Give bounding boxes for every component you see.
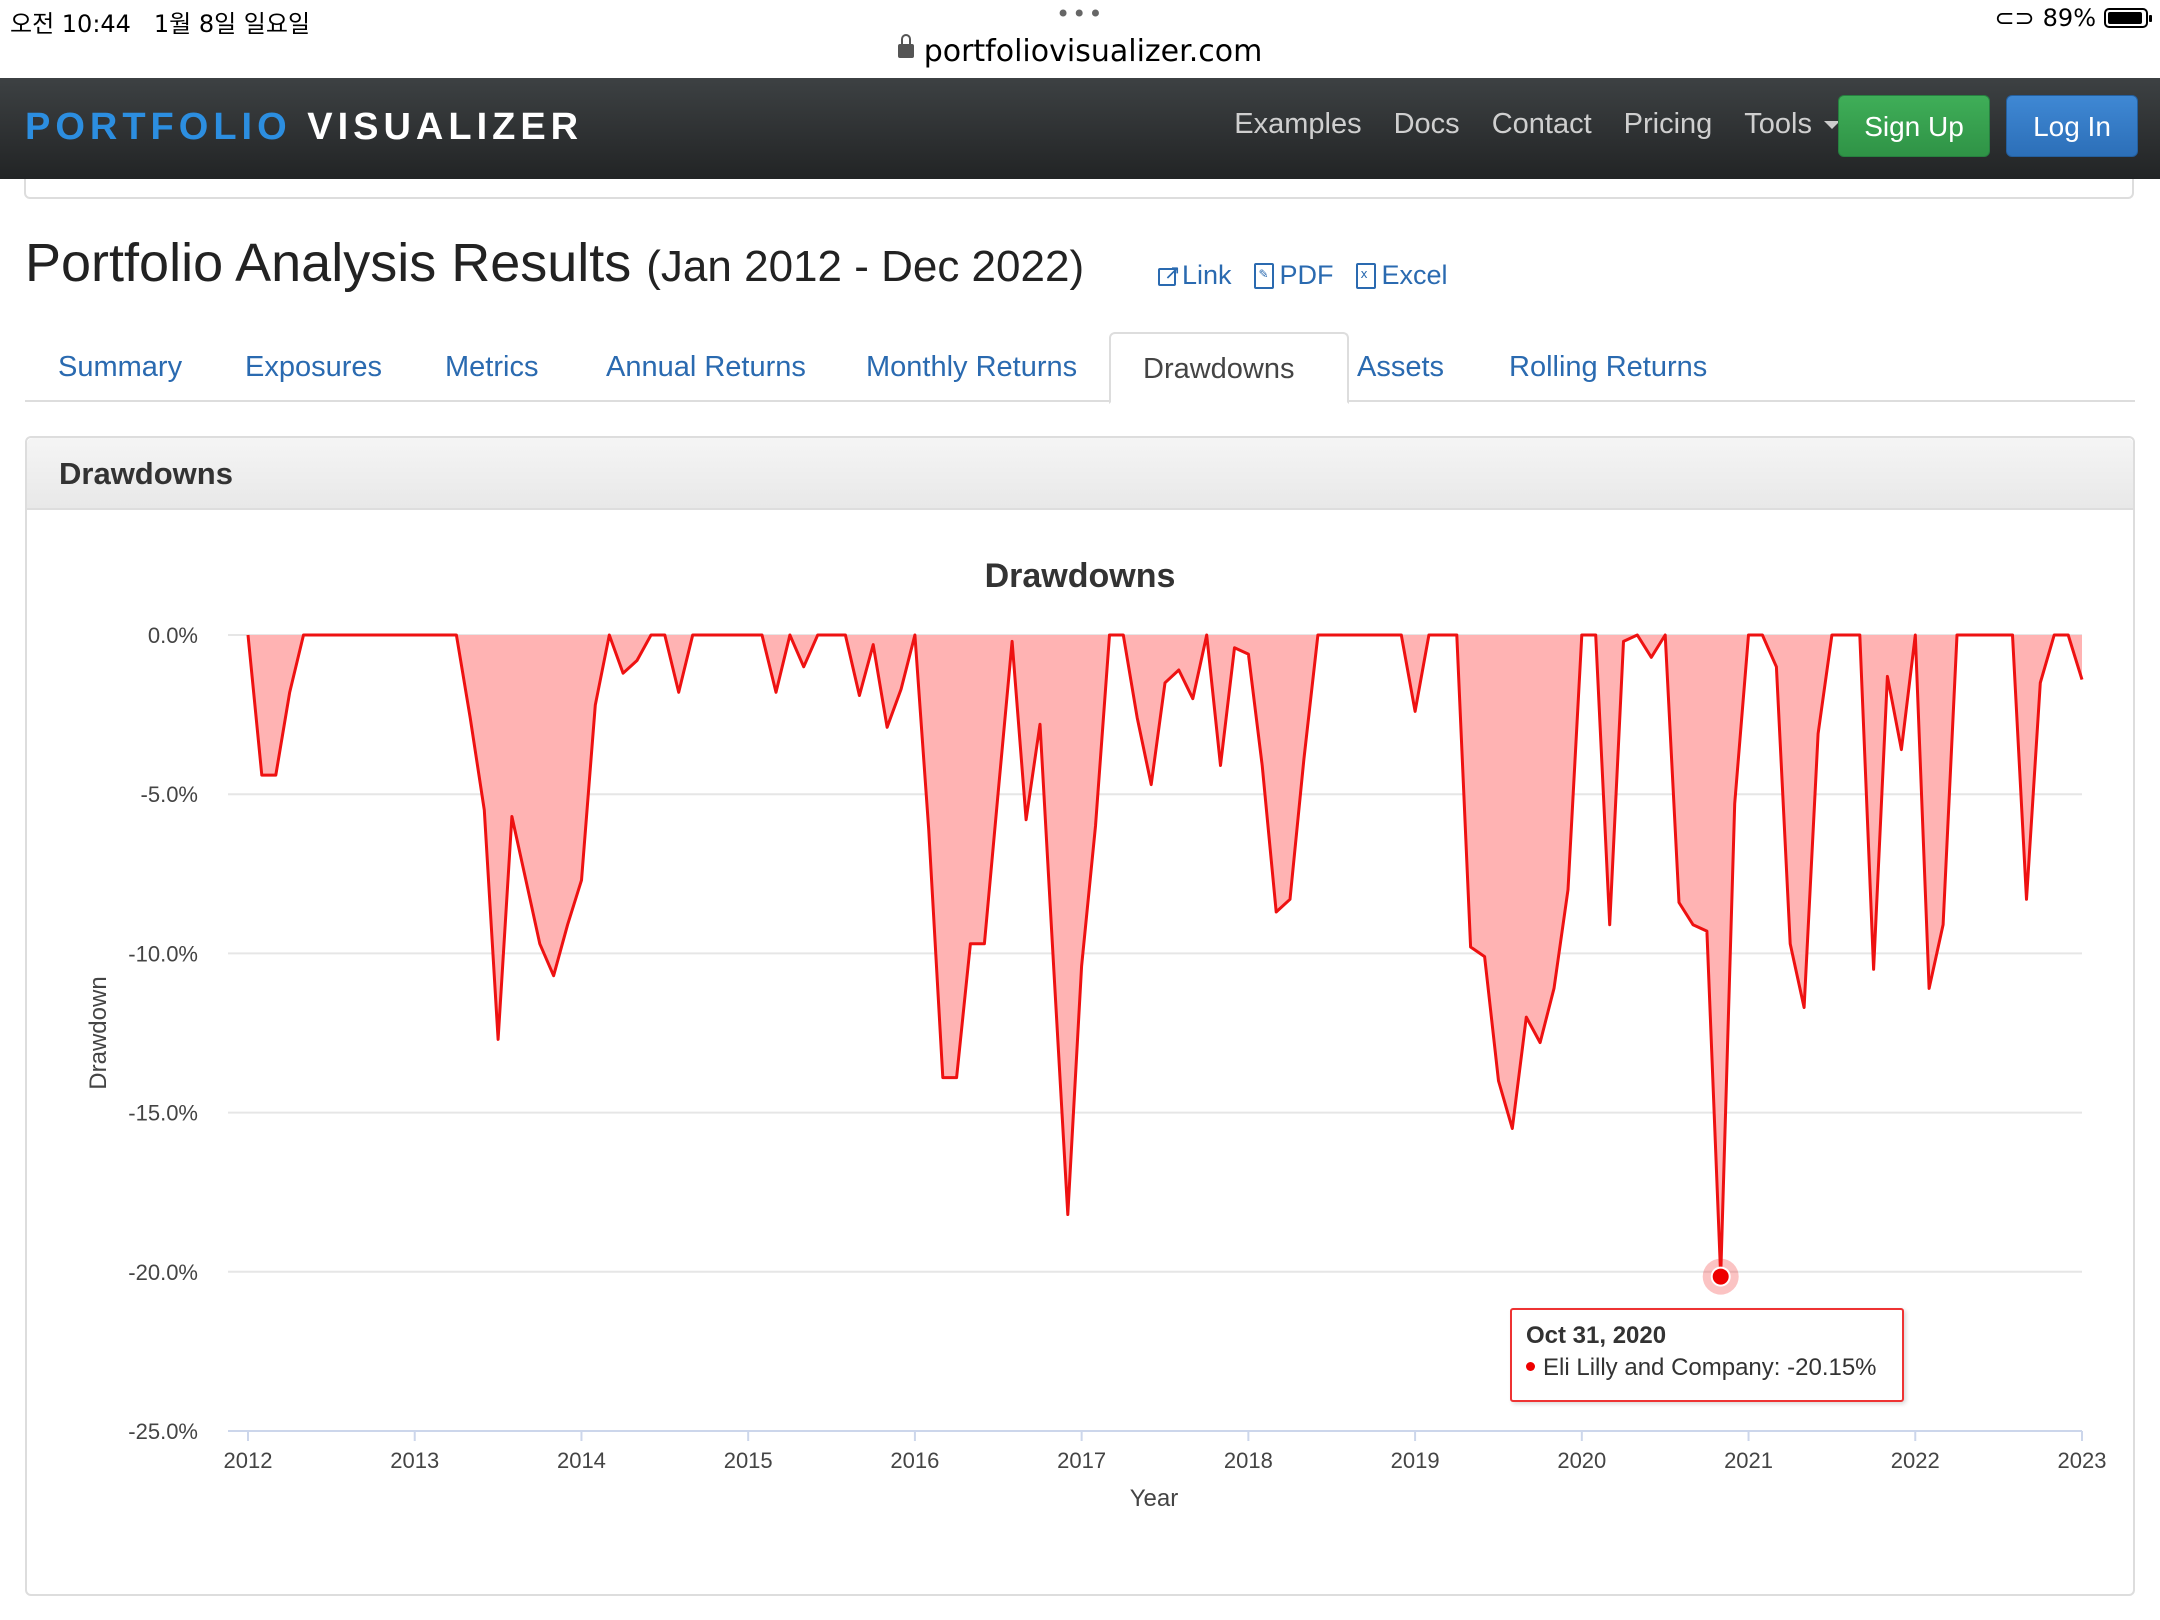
drawdown-line bbox=[246, 633, 2084, 1279]
pdf-link[interactable]: PDF bbox=[1253, 260, 1334, 291]
nav-examples[interactable]: Examples bbox=[1234, 108, 1362, 140]
panel-title: Drawdowns bbox=[59, 456, 233, 491]
tab-exposures[interactable]: Exposures bbox=[245, 351, 383, 383]
url-bar[interactable]: portfoliovisualizer.com bbox=[0, 33, 2160, 69]
x-tick-label: 2022 bbox=[1891, 1448, 1940, 1473]
x-axis-label: Year bbox=[1130, 1485, 1179, 1512]
collapsed-panel-edge bbox=[24, 179, 2134, 199]
y-axis-label: Drawdown bbox=[85, 976, 112, 1089]
y-tick-label: -25.0% bbox=[128, 1419, 198, 1444]
results-tabs: Summary Exposures Metrics Annual Returns… bbox=[25, 332, 2135, 404]
tab-rolling-returns[interactable]: Rolling Returns bbox=[1509, 351, 1708, 383]
multitasking-dots-icon[interactable]: ••• bbox=[1056, 0, 1105, 28]
chart-title: Drawdowns bbox=[985, 557, 1176, 595]
link-link[interactable]: Link bbox=[1158, 260, 1232, 291]
tab-monthly-returns[interactable]: Monthly Returns bbox=[866, 351, 1078, 383]
tab-metrics[interactable]: Metrics bbox=[445, 351, 539, 383]
x-tick-label: 2013 bbox=[390, 1448, 439, 1473]
link-status-icon: ⊂⊃ bbox=[1994, 4, 2035, 32]
x-tick-label: 2016 bbox=[890, 1448, 939, 1473]
series-dot-icon bbox=[1526, 1362, 1535, 1372]
tab-summary[interactable]: Summary bbox=[58, 351, 183, 383]
status-right: ⊂⊃ 89% bbox=[1994, 4, 2152, 32]
drawdown-area bbox=[248, 635, 2082, 1277]
x-tick-label: 2021 bbox=[1724, 1448, 1773, 1473]
nav-pricing[interactable]: Pricing bbox=[1623, 108, 1713, 140]
x-tick-label: 2019 bbox=[1391, 1448, 1440, 1473]
tooltip-date: Oct 31, 2020 bbox=[1526, 1322, 1667, 1349]
x-tick-label: 2023 bbox=[2058, 1448, 2107, 1473]
excel-file-icon bbox=[1355, 262, 1376, 289]
tab-drawdowns[interactable]: Drawdowns bbox=[1109, 332, 1349, 404]
log-in-button[interactable]: Log In bbox=[2006, 95, 2138, 157]
x-tick-label: 2017 bbox=[1057, 1448, 1106, 1473]
lock-icon bbox=[897, 33, 914, 58]
tooltip-series: Eli Lilly and Company: -20.15% bbox=[1526, 1354, 1888, 1382]
status-time: 오전 10:44 1월 8일 일요일 bbox=[10, 10, 311, 38]
chevron-down-icon bbox=[1824, 121, 1840, 130]
x-tick-label: 2015 bbox=[724, 1448, 773, 1473]
y-tick-label: -15.0% bbox=[128, 1101, 198, 1126]
pdf-file-icon bbox=[1253, 262, 1274, 289]
date-range: (Jan 2012 - Dec 2022) bbox=[646, 242, 1085, 291]
battery-percent: 89% bbox=[2042, 4, 2096, 32]
x-tick-label: 2020 bbox=[1557, 1448, 1606, 1473]
external-link-icon bbox=[1158, 260, 1181, 286]
nav-links: Examples Docs Contact Pricing Tools bbox=[1234, 108, 1840, 141]
nav-docs[interactable]: Docs bbox=[1393, 108, 1460, 140]
battery-icon bbox=[2104, 8, 2152, 28]
y-tick-label: -20.0% bbox=[128, 1260, 198, 1285]
url-text[interactable]: portfoliovisualizer.com bbox=[923, 34, 1263, 69]
chart-tooltip: Oct 31, 2020 Eli Lilly and Company: -20.… bbox=[1510, 1308, 1904, 1402]
sign-up-button[interactable]: Sign Up bbox=[1838, 95, 1990, 157]
status-bar: 오전 10:44 1월 8일 일요일 ••• ⊂⊃ 89% portfoliov… bbox=[0, 0, 2160, 78]
highlight-point bbox=[1710, 1266, 1731, 1287]
tab-annual-returns[interactable]: Annual Returns bbox=[606, 351, 806, 383]
export-links: Link PDF Excel bbox=[1158, 260, 1448, 291]
x-tick-label: 2014 bbox=[557, 1448, 606, 1473]
x-tick-label: 2012 bbox=[224, 1448, 273, 1473]
excel-link[interactable]: Excel bbox=[1355, 260, 1448, 291]
y-tick-label: 0.0% bbox=[148, 623, 198, 648]
panel-heading: Drawdowns bbox=[27, 438, 2133, 510]
nav-tools[interactable]: Tools bbox=[1744, 108, 1840, 141]
page-title: Portfolio Analysis Results (Jan 2012 - D… bbox=[25, 233, 1085, 293]
brand-logo[interactable]: PORTFOLIO VISUALIZER bbox=[25, 106, 584, 148]
y-tick-label: -10.0% bbox=[128, 941, 198, 966]
tab-assets[interactable]: Assets bbox=[1357, 351, 1445, 383]
top-navbar: PORTFOLIO VISUALIZER Examples Docs Conta… bbox=[0, 78, 2160, 179]
y-tick-label: -5.0% bbox=[141, 782, 198, 807]
nav-contact[interactable]: Contact bbox=[1491, 108, 1592, 140]
x-tick-label: 2018 bbox=[1224, 1448, 1273, 1473]
tooltip-value: -20.15% bbox=[1787, 1354, 1877, 1381]
